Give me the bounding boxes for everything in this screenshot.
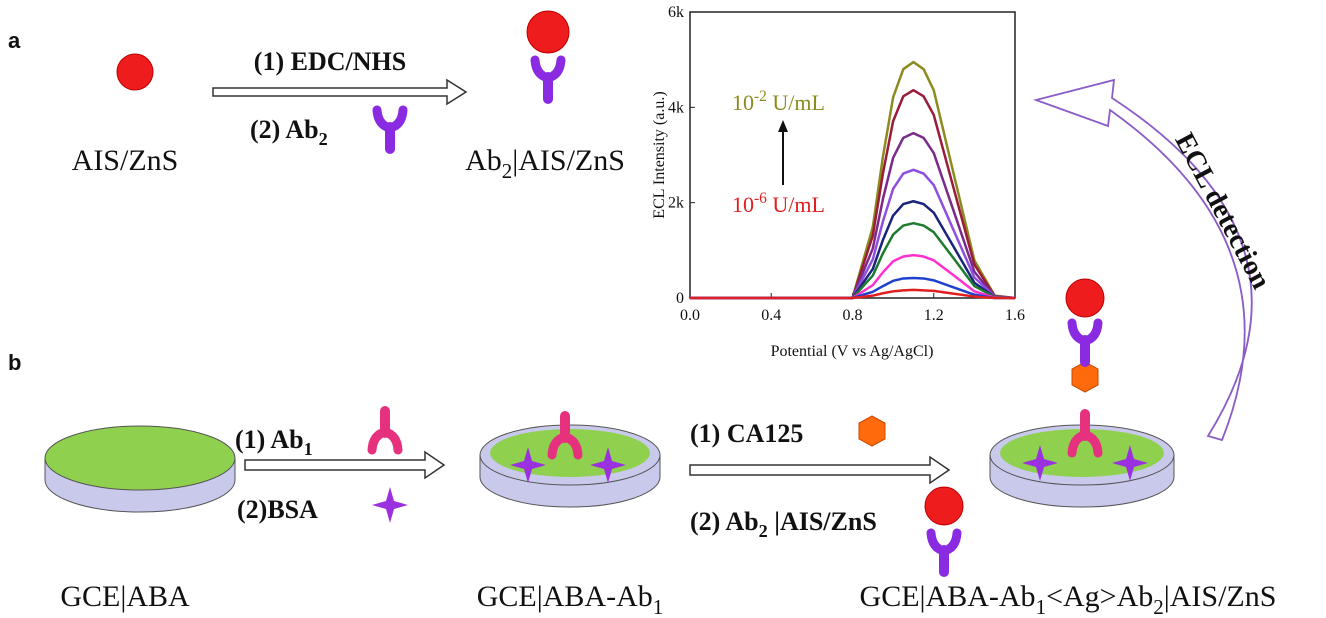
arrow: [213, 80, 466, 104]
detection-label: ECL detection: [1168, 128, 1276, 295]
y-axis-label: ECL Intensity (a.u.): [651, 91, 668, 218]
y-tick-label: 4k: [668, 99, 684, 116]
antibody: [1072, 323, 1098, 362]
x-tick-label: 0.4: [761, 307, 781, 324]
subscript: 1: [1036, 595, 1047, 618]
text-part: 10: [732, 192, 754, 217]
qd-particle: [117, 54, 153, 90]
arrow: [245, 452, 444, 478]
diagram: a AIS/ZnS (1) EDC/NHS (2) Ab2 Ab2|AIS/Zn…: [0, 0, 1326, 618]
text-part: GCE|ABA-Ab: [477, 580, 653, 613]
step-label: (1) Ab1: [235, 425, 313, 459]
antibody: [931, 533, 957, 572]
step-label: (2)BSA: [237, 495, 318, 524]
subscript: 2: [1153, 595, 1164, 618]
text-part: U/mL: [767, 192, 825, 217]
x-tick-label: 0.0: [680, 307, 700, 324]
text-part: GCE|ABA-Ab: [860, 580, 1036, 613]
page: ECL immunosensor scheme {"diagram": { "p…: [0, 0, 1326, 618]
superscript: -6: [754, 190, 767, 207]
text-part: 10: [732, 90, 754, 115]
subscript: 1: [304, 439, 313, 459]
inset-chart: Potential (V vs Ag/AgCl) ECL Intensity (…: [651, 4, 1025, 360]
subscript: 2: [319, 129, 328, 149]
text-part: U/mL: [767, 90, 825, 115]
y-tick-label: 6k: [668, 4, 684, 21]
label: GCE|ABA-Ab1<Ag>Ab2|AIS/ZnS: [860, 580, 1277, 618]
body: a AIS/ZnS (1) EDC/NHS (2) Ab2 Ab2|AIS/Zn…: [0, 0, 1326, 618]
subscript: 1: [653, 595, 664, 618]
x-axis-label: Potential (V vs Ag/AgCl): [771, 343, 934, 360]
label: AIS/ZnS: [72, 144, 179, 177]
text-part: <Ag>Ab: [1046, 580, 1153, 613]
y-tick-label: 0: [676, 290, 684, 307]
label: Ab2|AIS/ZnS: [465, 144, 625, 183]
antibody: [372, 411, 398, 450]
qd-particle: [1066, 279, 1104, 317]
label: GCE|ABA: [60, 580, 190, 613]
text-part: |AIS/ZnS: [512, 144, 625, 177]
x-tick-label: 1.2: [924, 307, 944, 324]
antigen: [859, 416, 885, 446]
curved-arrow: [1036, 80, 1252, 440]
qd-particle: [925, 487, 963, 525]
text-part: (2) Ab: [690, 507, 759, 536]
subscript: 2: [502, 159, 513, 183]
step-label: (2) Ab2: [250, 115, 328, 149]
y-tick-label: 2k: [668, 195, 684, 212]
bsa-star: [372, 487, 408, 523]
text-part: |AIS/ZnS: [768, 507, 877, 536]
superscript: -2: [754, 88, 767, 105]
step-label: (1) CA125: [690, 419, 803, 448]
plot-frame: [690, 12, 1015, 298]
annotation: 10-2 U/mL: [732, 88, 825, 115]
step-label: (2) Ab2 |AIS/ZnS: [690, 507, 877, 541]
subscript: 2: [759, 521, 768, 541]
label: GCE|ABA-Ab1: [477, 580, 664, 618]
annotation: 10-6 U/mL: [732, 190, 825, 217]
antibody: [535, 60, 561, 99]
arrow: [690, 457, 949, 483]
panel-label: b: [8, 350, 21, 375]
text-part: (1) Ab: [235, 425, 304, 454]
text-part: (2) Ab: [250, 115, 319, 144]
x-tick-label: 0.8: [843, 307, 863, 324]
electrode-top: [45, 426, 235, 490]
antibody: [377, 110, 403, 149]
x-tick-label: 1.6: [1005, 307, 1025, 324]
text-part: Ab: [465, 144, 502, 177]
qd-particle: [527, 11, 569, 53]
panel-label: a: [8, 28, 21, 53]
text-part: |AIS/ZnS: [1164, 580, 1277, 613]
step-label: (1) EDC/NHS: [254, 47, 406, 76]
